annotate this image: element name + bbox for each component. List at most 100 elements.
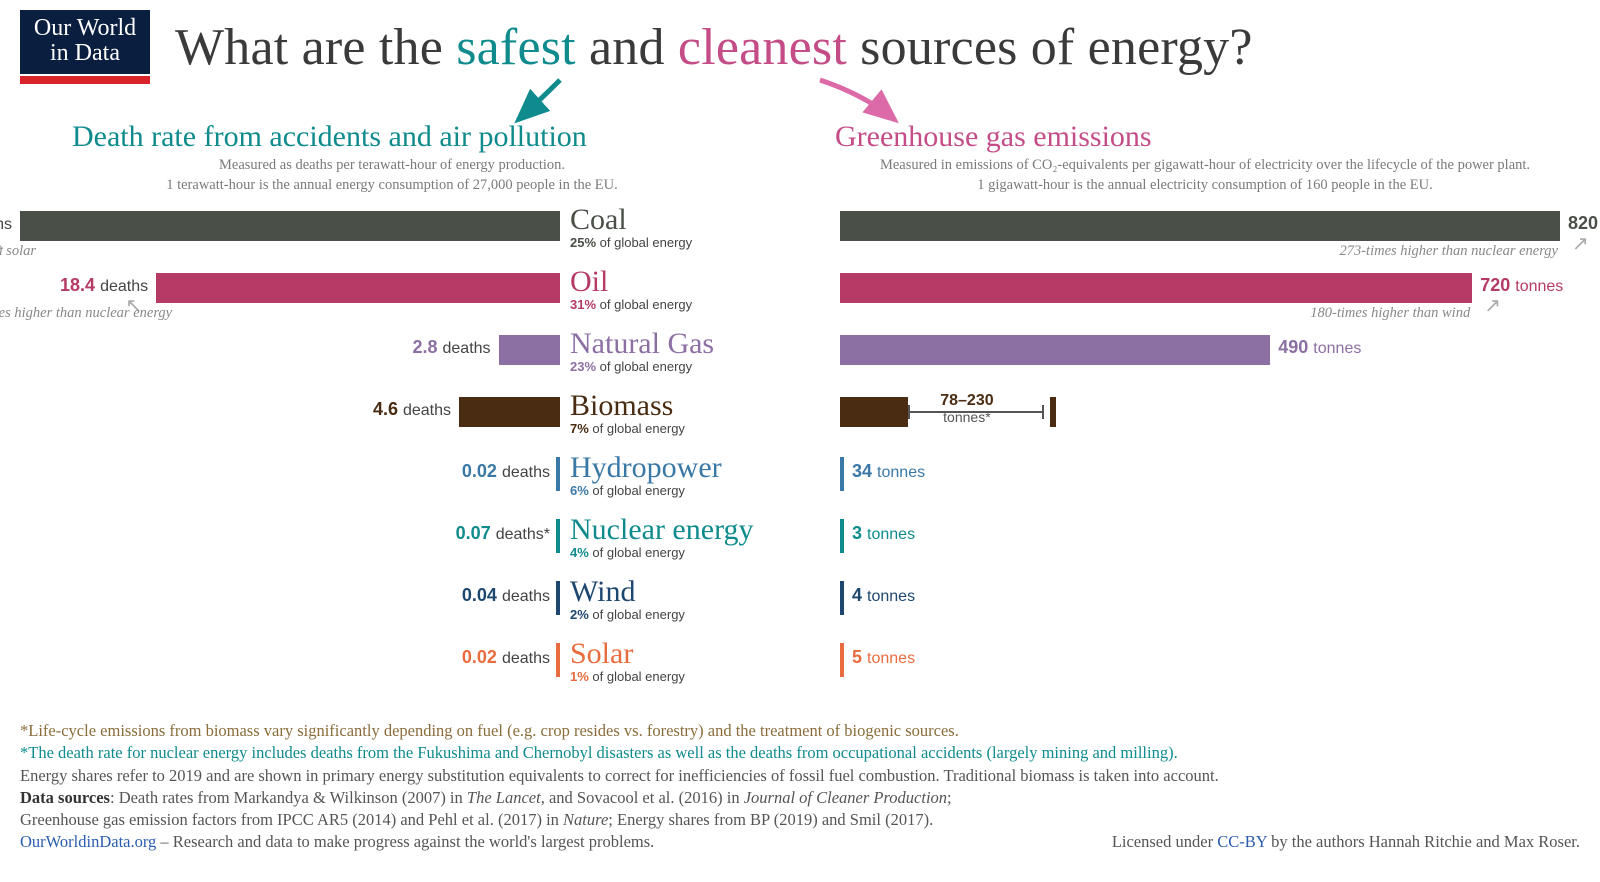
deaths-bar-wrap: 2.8 deaths	[20, 329, 560, 387]
emissions-bar	[840, 273, 1472, 303]
source-label-wrap: Nuclear energy4% of global energy	[560, 515, 840, 573]
deaths-value: 4.6 deaths	[373, 399, 451, 420]
footnote-shares: Energy shares refer to 2019 and are show…	[20, 765, 1580, 787]
footer-last-line: OurWorldinData.org – Research and data t…	[20, 831, 1580, 853]
hook-icon: ↗	[1572, 231, 1589, 256]
emissions-value: 4 tonnes	[852, 585, 915, 606]
source-name: Hydropower	[570, 453, 840, 483]
chart-row: 0.04 deaths Wind2% of global energy 4 tonn…	[20, 577, 1580, 635]
deaths-value: 0.02 deaths	[462, 647, 550, 668]
section-header-deaths: Death rate from accidents and air pollut…	[72, 120, 752, 194]
source-label-wrap: Coal25% of global energy	[560, 205, 840, 263]
source-share: 31% of global energy	[570, 297, 840, 312]
source-share: 23% of global energy	[570, 359, 840, 374]
source-share: 6% of global energy	[570, 483, 840, 498]
emissions-bar-wrap: 4 tonnes	[840, 577, 1580, 635]
emissions-bar-wrap: 490 tonnes	[840, 329, 1580, 387]
source-label-wrap: Oil31% of global energy	[560, 267, 840, 325]
deaths-bar-wrap: 0.02 deaths	[20, 453, 560, 511]
owid-tagline: OurWorldinData.org – Research and data t…	[20, 831, 654, 853]
title-post: sources of energy?	[847, 19, 1253, 76]
emissions-tick	[840, 519, 844, 553]
chart-row: 0.02 deathsSolar1% of global energy5 ton…	[20, 639, 1580, 697]
hook-icon: ↗	[1484, 293, 1501, 318]
chart-row: 18.4 deaths↖263-times higher than nuclea…	[20, 267, 1580, 325]
title-safest: safest	[456, 19, 576, 76]
comparison-note-right: 180-times higher than wind	[1310, 305, 1470, 322]
comparison-note-left: 1230-times higher than solar	[0, 243, 36, 260]
chart-row: 24.6 deaths↖1230-times higher than solar…	[20, 205, 1580, 263]
source-label-wrap: Natural Gas23% of global energy	[560, 329, 840, 387]
deaths-bar-wrap: 0.02 deaths	[20, 639, 560, 697]
source-name: Oil	[570, 267, 840, 297]
chart-row: 2.8 deaths Natural Gas23% of global energ…	[20, 329, 1580, 387]
deaths-bar	[20, 211, 560, 241]
source-name: Wind	[570, 577, 840, 607]
source-name: Coal	[570, 205, 840, 235]
source-share: 4% of global energy	[570, 545, 840, 560]
owid-logo-line2: in Data	[28, 41, 142, 66]
deaths-bar-wrap: 18.4 deaths↖263-times higher than nuclea…	[20, 267, 560, 325]
source-label-wrap: Solar1% of global energy	[560, 639, 840, 697]
data-sources-label: Data sources	[20, 788, 110, 807]
deaths-bar	[499, 335, 560, 365]
section-sub1-emissions: Measured in emissions of CO₂-equivalents…	[835, 156, 1575, 174]
source-share: 25% of global energy	[570, 235, 840, 250]
page: Our World in Data What are the safest an…	[0, 0, 1600, 882]
emissions-tick	[840, 457, 844, 491]
source-share: 1% of global energy	[570, 669, 840, 684]
range-marker-icon	[1042, 405, 1044, 419]
cc-by-link[interactable]: CC-BY	[1217, 832, 1267, 851]
title-cleanest: cleanest	[678, 19, 847, 76]
deaths-value: 2.8 deaths	[412, 337, 490, 358]
owid-logo-box: Our World in Data	[20, 10, 150, 74]
emissions-range-label: 78–230tonnes*	[940, 393, 993, 424]
deaths-bar	[156, 273, 560, 303]
comparison-note-left: 263-times higher than nuclear energy	[0, 305, 172, 322]
data-sources-line2: Greenhouse gas emission factors from IPC…	[20, 809, 1580, 831]
source-name: Solar	[570, 639, 840, 669]
deaths-bar	[459, 397, 560, 427]
emissions-tick	[840, 643, 844, 677]
range-marker-icon	[1050, 397, 1056, 427]
section-sub2-emissions: 1 gigawatt-hour is the annual electricit…	[835, 176, 1575, 194]
source-share: 2% of global energy	[570, 607, 840, 622]
emissions-value: 3 tonnes	[852, 523, 915, 544]
section-sub1-deaths: Measured as deaths per terawatt-hour of …	[72, 156, 752, 174]
emissions-value: 490 tonnes	[1278, 337, 1361, 358]
section-sub2-deaths: 1 terawatt-hour is the annual energy con…	[72, 176, 752, 194]
chart-row: 4.6 deaths Biomass7% of global energy 78–2…	[20, 391, 1580, 449]
footnote-nuclear: *The death rate for nuclear energy inclu…	[20, 742, 1580, 764]
owid-logo-line1: Our World	[28, 16, 142, 41]
emissions-bar-wrap: 3 tonnes	[840, 515, 1580, 573]
deaths-bar-wrap: 0.04 deaths	[20, 577, 560, 635]
deaths-value: 0.04 deaths	[462, 585, 550, 606]
emissions-bar-wrap: 720 tonnes↗180-times higher than wind	[840, 267, 1580, 325]
emissions-bar	[840, 335, 1270, 365]
source-label-wrap: Hydropower6% of global energy	[560, 453, 840, 511]
data-sources-line1: Data sources: Death rates from Markandya…	[20, 787, 1580, 809]
license-line: Licensed under CC-BY by the authors Hann…	[1112, 831, 1580, 853]
source-share: 7% of global energy	[570, 421, 840, 436]
deaths-bar-wrap: 4.6 deaths	[20, 391, 560, 449]
emissions-bar	[840, 211, 1560, 241]
source-name: Biomass	[570, 391, 840, 421]
deaths-bar-wrap: 0.07 deaths*	[20, 515, 560, 573]
deaths-bar-wrap: 24.6 deaths↖1230-times higher than solar	[20, 205, 560, 263]
source-name: Natural Gas	[570, 329, 840, 359]
source-name: Nuclear energy	[570, 515, 840, 545]
title-mid: and	[576, 19, 678, 76]
emissions-value: 34 tonnes	[852, 461, 925, 482]
source-label-wrap: Wind2% of global energy	[560, 577, 840, 635]
section-title-emissions: Greenhouse gas emissions	[835, 120, 1575, 154]
comparison-note-right: 273-times higher than nuclear energy	[1339, 243, 1558, 260]
title-pre: What are the	[175, 19, 456, 76]
emissions-bar	[840, 397, 908, 427]
chart-row: 0.02 deaths Hydropower6% of global energy…	[20, 453, 1580, 511]
owid-logo: Our World in Data	[20, 10, 150, 84]
section-title-deaths: Death rate from accidents and air pollut…	[72, 120, 752, 154]
owid-link[interactable]: OurWorldinData.org	[20, 832, 156, 851]
emissions-bar-wrap: 34 tonnes	[840, 453, 1580, 511]
deaths-value: 0.02 deaths	[462, 461, 550, 482]
source-label-wrap: Biomass7% of global energy	[560, 391, 840, 449]
